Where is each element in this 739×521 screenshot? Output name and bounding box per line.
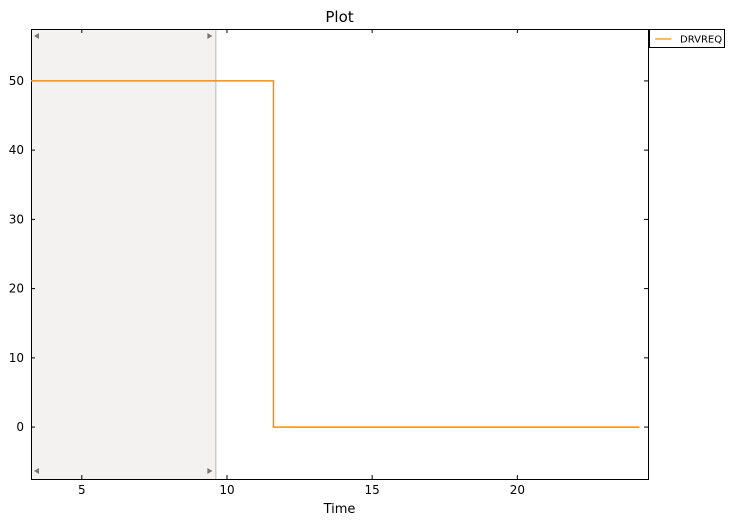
x-tick-label: 10	[219, 483, 234, 497]
chart-title: Plot	[325, 8, 353, 26]
legend-label: DRVREQ	[680, 35, 722, 46]
plot-frame	[31, 29, 649, 480]
x-tick-label: 5	[78, 483, 86, 497]
legend[interactable]: DRVREQ	[649, 29, 725, 48]
highlight-layer[interactable]	[31, 29, 217, 479]
x-axis-label: Time	[323, 502, 356, 517]
y-tick-label: 30	[9, 212, 24, 226]
y-tick-label: 20	[9, 282, 24, 296]
highlight-left-bottom-arrow-icon[interactable]	[34, 468, 39, 474]
series-line-drvreq	[31, 80, 640, 428]
x-tick-label: 15	[365, 483, 380, 497]
highlight-right-bottom-arrow-icon[interactable]	[207, 468, 213, 474]
y-tick-label: 10	[9, 351, 24, 365]
y-tick-label: 40	[9, 143, 24, 157]
y-tick-label: 0	[16, 420, 24, 434]
x-tick-label: 20	[510, 483, 525, 497]
highlight-right-top-arrow-icon[interactable]	[207, 33, 213, 39]
highlight-region[interactable]	[31, 29, 216, 479]
legend-box	[649, 29, 725, 48]
series-layer	[31, 80, 640, 428]
highlight-left-top-arrow-icon[interactable]	[34, 33, 39, 39]
ticks-layer: 5 10 15 20 0 10 20 30 40 50	[9, 29, 648, 497]
y-tick-label: 50	[9, 74, 24, 88]
